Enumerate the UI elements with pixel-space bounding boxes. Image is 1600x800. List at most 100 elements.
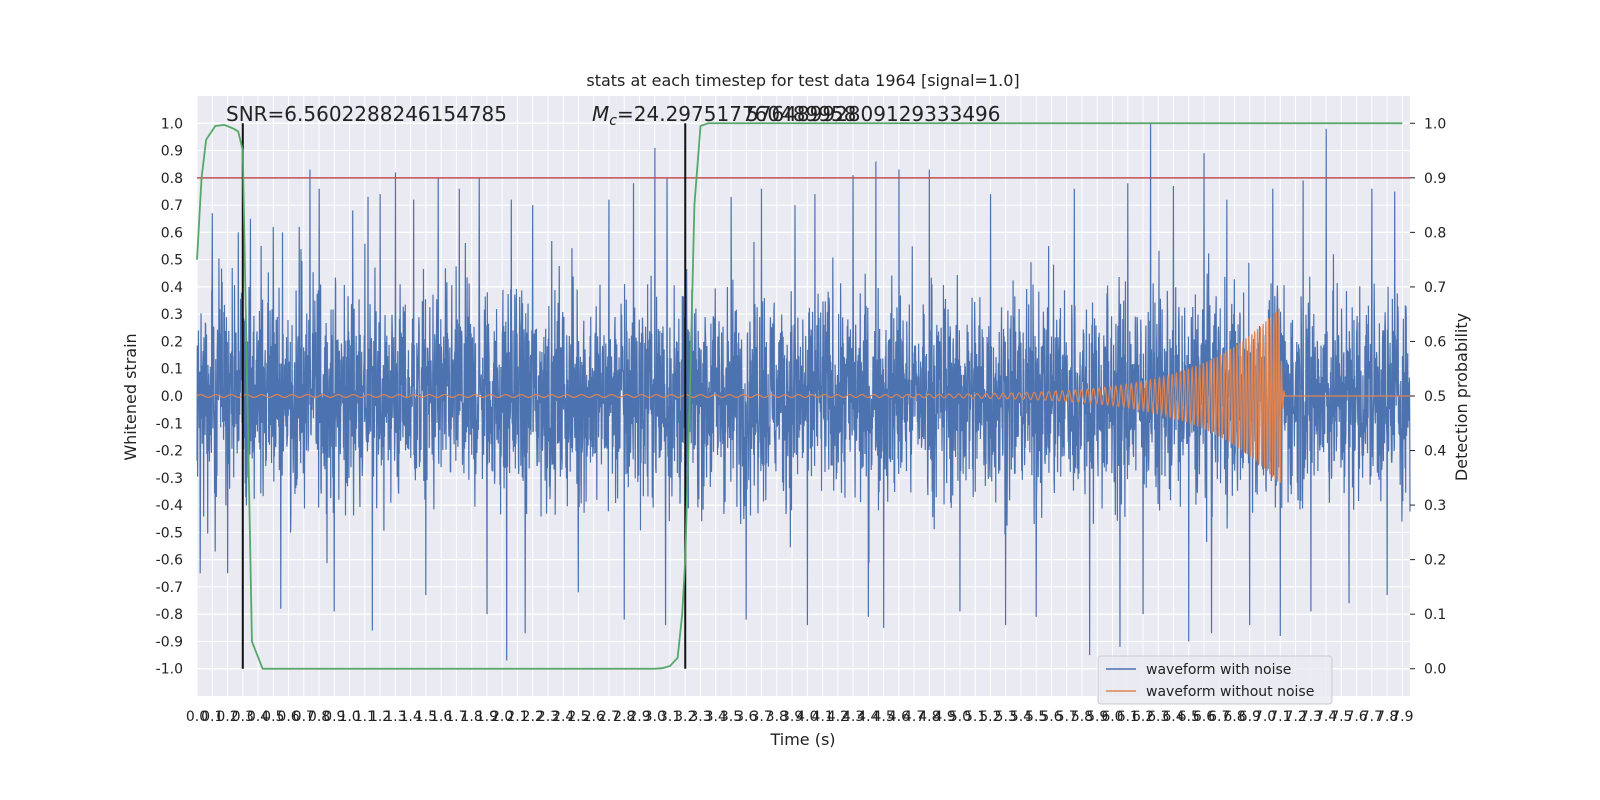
y-right-tick-label: 0.1 <box>1424 607 1446 623</box>
x-tick-label: 4.4 <box>857 709 879 725</box>
legend-box <box>1097 655 1333 705</box>
x-tick-label: 7.4 <box>1315 709 1337 725</box>
x-tick-label: 7.6 <box>1345 709 1367 725</box>
x-tick-label: 7.9 <box>1391 709 1413 725</box>
x-tick-label: 1.4 <box>399 709 421 725</box>
y-right-tick-label: 0.8 <box>1424 225 1446 241</box>
y-left-tick-label: -0.7 <box>156 580 183 596</box>
y-axis-left-label: Whitened strain <box>121 333 140 460</box>
y-right-tick-label: 0.7 <box>1424 280 1446 296</box>
y-left-tick-label: 0.9 <box>161 144 183 160</box>
y-left-tick-label: 0.0 <box>161 389 183 405</box>
x-tick-label: 3.9 <box>781 709 803 725</box>
y-left-tick-label: 0.8 <box>161 171 183 187</box>
x-tick-label: 0.0 <box>186 709 208 725</box>
y-left-tick-label: -0.8 <box>156 607 183 623</box>
x-tick-label: 4.8 <box>918 709 940 725</box>
x-tick-label: 7.0 <box>1254 709 1276 725</box>
x-tick-label: 2.2 <box>522 709 544 725</box>
y-right-tick-label: 0.5 <box>1424 389 1446 405</box>
x-tick-label: 5.1 <box>964 709 986 725</box>
x-tick-label: 5.8 <box>1071 709 1093 725</box>
x-tick-label: 5.9 <box>1086 709 1108 725</box>
x-tick-label: 3.7 <box>750 709 772 725</box>
y-left-tick-label: 0.7 <box>161 198 183 214</box>
y-left-tick-label: 0.4 <box>161 280 183 296</box>
legend-entry-noise: waveform with noise <box>1146 662 1291 678</box>
x-tick-label: 1.8 <box>461 709 483 725</box>
y-left-tick-label: 0.3 <box>161 307 183 323</box>
y-left-tick-label: -0.6 <box>156 553 183 569</box>
y-left-tick-label: -0.3 <box>156 471 183 487</box>
snr-annotation: SNR=6.5602288246154785 <box>226 102 507 126</box>
x-tick-label: 6.8 <box>1223 709 1245 725</box>
y-left-tick-label: -0.4 <box>156 498 183 514</box>
x-tick-label: 3.5 <box>720 709 742 725</box>
x-tick-label: 1.1 <box>354 709 376 725</box>
chart-title: stats at each timestep for test data 196… <box>586 71 1019 90</box>
y-right-tick-label: 0.2 <box>1424 553 1446 569</box>
x-tick-label: 6.4 <box>1162 709 1184 725</box>
x-tick-label: 5.3 <box>995 709 1017 725</box>
x-tick-label: 3.3 <box>689 709 711 725</box>
y-right-tick-label: 0.4 <box>1424 444 1446 460</box>
x-tick-label: 0.1 <box>201 709 223 725</box>
x-tick-label: 7.8 <box>1376 709 1398 725</box>
y-left-tick-label: 0.1 <box>161 362 183 378</box>
x-tick-label: 1.7 <box>445 709 467 725</box>
x-tick-label: 1.0 <box>338 709 360 725</box>
x-tick-label: 0.5 <box>262 709 284 725</box>
x-tick-label: 6.1 <box>1117 709 1139 725</box>
x-tick-label: 1.2 <box>369 709 391 725</box>
y-left-tick-label: -0.2 <box>156 444 183 460</box>
x-tick-label: 5.2 <box>979 709 1001 725</box>
y-left-tick-label: 1.0 <box>161 116 183 132</box>
y-right-tick-label: 0.0 <box>1424 662 1446 678</box>
x-tick-label: 3.1 <box>659 709 681 725</box>
x-tick-label: 4.5 <box>872 709 894 725</box>
x-tick-label: 4.3 <box>842 709 864 725</box>
x-tick-label: 0.4 <box>247 709 269 725</box>
x-tick-label: 0.7 <box>293 709 315 725</box>
y-left-tick-label: -0.5 <box>156 525 183 541</box>
x-tick-label: 1.9 <box>476 709 498 725</box>
x-tick-label: 2.8 <box>613 709 635 725</box>
x-tick-label: 7.1 <box>1269 709 1291 725</box>
legend: waveform with noise waveform without noi… <box>1097 655 1333 705</box>
x-tick-label: 2.7 <box>598 709 620 725</box>
x-tick-label: 2.1 <box>506 709 528 725</box>
x-tick-label: 4.0 <box>796 709 818 725</box>
x-tick-label: 0.8 <box>308 709 330 725</box>
x-tick-label: 5.7 <box>1056 709 1078 725</box>
y-axis-left-ticks: -1.0 -0.9 -0.8 -0.7 -0.6 -0.5 -0.4 -0.3 -0.2 -0.1… <box>156 116 183 677</box>
x-tick-label: 3.0 <box>644 709 666 725</box>
x-tick-label: 0.3 <box>232 709 254 725</box>
x-tick-label: 7.5 <box>1330 709 1352 725</box>
y-right-tick-label: 1.0 <box>1424 116 1446 132</box>
x-tick-label: 0.9 <box>323 709 345 725</box>
x-tick-label: 6.3 <box>1147 709 1169 725</box>
x-tick-label: 6.2 <box>1132 709 1154 725</box>
x-tick-label: 7.2 <box>1284 709 1306 725</box>
y-left-tick-label: -0.9 <box>156 634 183 650</box>
x-tick-label: 7.7 <box>1361 709 1383 725</box>
x-tick-label: 0.6 <box>277 709 299 725</box>
x-tick-label: 5.6 <box>1040 709 1062 725</box>
x-tick-label: 2.9 <box>628 709 650 725</box>
x-axis-label: Time (s) <box>769 730 835 749</box>
x-tick-label: 4.7 <box>903 709 925 725</box>
x-tick-label: 3.2 <box>674 709 696 725</box>
series-waveform-without-noise <box>196 308 1410 484</box>
x-tick-label: 2.3 <box>537 709 559 725</box>
x-tick-label: 6.6 <box>1193 709 1215 725</box>
x-tick-label: 6.0 <box>1101 709 1123 725</box>
y-left-tick-label: 0.2 <box>161 334 183 350</box>
y-right-tick-label: 0.9 <box>1424 171 1446 187</box>
chirp-mass-value: =24.297517760489958 <box>617 102 856 126</box>
y-left-tick-label: -0.1 <box>156 416 183 432</box>
x-tick-label: 4.1 <box>811 709 833 725</box>
series-detection-probability <box>196 122 1403 670</box>
x-tick-label: 4.6 <box>888 709 910 725</box>
x-tick-label: 1.3 <box>384 709 406 725</box>
x-tick-label: 2.4 <box>552 709 574 725</box>
